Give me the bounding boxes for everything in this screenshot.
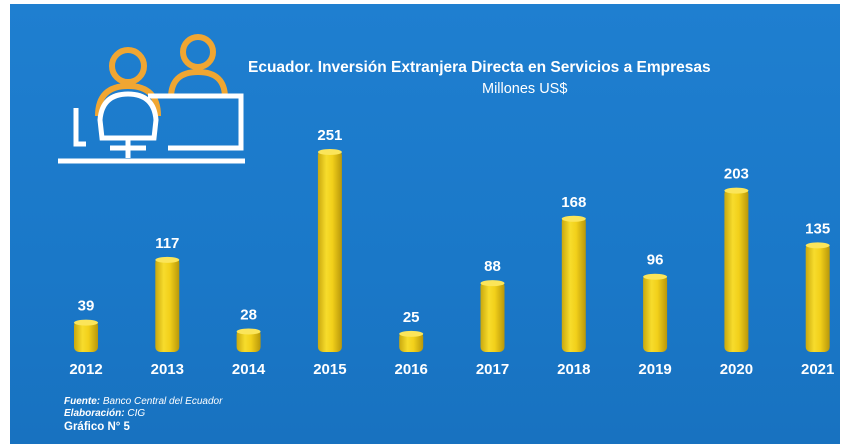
data-label-2020: 203 (724, 166, 749, 183)
data-label-2016: 25 (403, 309, 420, 326)
data-label-2014: 28 (240, 306, 257, 323)
bar-2014 (236, 329, 261, 352)
elaboration-label: Elaboración: (64, 408, 125, 419)
bar-cap-2013 (155, 256, 180, 263)
chart-title: Ecuador. Inversión Extranjera Directa en… (248, 59, 711, 76)
bar-2019 (643, 274, 668, 352)
source-line: Fuente: Banco Central del Ecuador (64, 396, 222, 408)
x-tick-label-2020: 2020 (720, 361, 753, 378)
data-label-2013: 117 (155, 235, 179, 252)
bar-2017 (480, 281, 505, 352)
x-tick-label-2019: 2019 (638, 361, 671, 378)
chart-panel: Ecuador. Inversión Extranjera Directa en… (10, 4, 840, 444)
data-label-2018: 168 (561, 194, 586, 211)
bar-cap-2015 (317, 149, 342, 155)
bar-2012 (74, 320, 98, 352)
bar-cap-2021 (805, 242, 830, 249)
x-tick-label-2013: 2013 (151, 361, 184, 378)
bar-chart: 39 2012 117 2013 28 2014 251 2015 25 2016 88 2017 16… (69, 127, 834, 378)
bar-2018 (561, 216, 586, 352)
x-tick-label-2014: 2014 (232, 361, 266, 378)
bar-2020 (724, 188, 749, 352)
elaboration-value: CIG (127, 408, 146, 419)
data-label-2017: 88 (484, 258, 501, 275)
x-tick-label-2021: 2021 (801, 361, 834, 378)
x-tick-label-2018: 2018 (557, 361, 590, 378)
x-tick-label-2015: 2015 (313, 361, 346, 378)
footer: Fuente: Banco Central del Ecuador Elabor… (64, 396, 222, 433)
bar-2013 (155, 257, 180, 352)
bar-cap-2020 (724, 187, 749, 194)
bar-cap-2016 (399, 330, 424, 337)
x-tick-label-2017: 2017 (476, 361, 509, 378)
bar-cap-2019 (643, 273, 668, 280)
x-tick-label-2012: 2012 (69, 361, 102, 378)
data-label-2015: 251 (317, 127, 342, 144)
x-tick-label-2016: 2016 (395, 361, 428, 378)
office-workers-desk-icon (58, 34, 245, 164)
bar-2015 (317, 150, 342, 352)
bar-cap-2012 (74, 319, 98, 326)
figure-label: Gráfico N° 5 (64, 421, 130, 433)
bar-cap-2018 (561, 215, 586, 222)
source-label: Fuente: (64, 396, 101, 407)
source-value: Banco Central del Ecuador (102, 396, 223, 407)
chart-subtitle: Millones US$ (482, 81, 568, 97)
bar-cap-2017 (480, 280, 505, 287)
bar-cap-2014 (236, 328, 261, 335)
elaboration-line: Elaboración: CIG (64, 408, 222, 420)
data-label-2012: 39 (78, 298, 95, 315)
data-label-2021: 135 (805, 220, 830, 237)
data-label-2019: 96 (647, 252, 664, 269)
bar-2016 (399, 331, 424, 352)
bar-2021 (805, 243, 830, 352)
